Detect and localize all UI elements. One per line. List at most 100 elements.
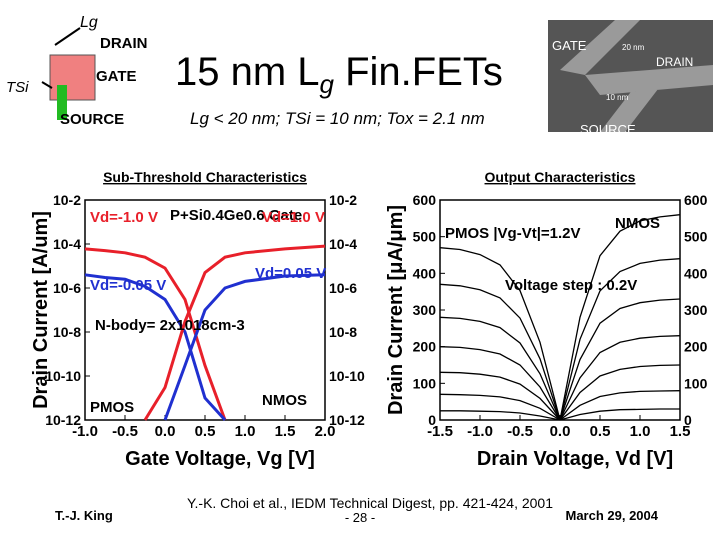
curve xyxy=(559,390,681,421)
lg-label: Lg xyxy=(80,14,98,31)
chart-title: Sub-Threshold Characteristics xyxy=(103,169,307,185)
annotation: Vd=1.0 V xyxy=(262,209,325,226)
y-tick-label: 10-10 xyxy=(45,368,81,384)
author: T.-J. King xyxy=(55,508,113,523)
curve xyxy=(559,258,681,421)
source-label: SOURCE xyxy=(60,111,124,128)
x-tick-label: -1.0 xyxy=(467,423,493,440)
y-tick-label: 600 xyxy=(413,192,437,208)
x-tick-label: -0.5 xyxy=(112,423,138,440)
sem-gate: GATE xyxy=(552,38,587,53)
y-tick-label-right: 10-8 xyxy=(329,324,357,340)
y-tick-label: 10-6 xyxy=(53,280,81,296)
y-tick-label: 100 xyxy=(413,375,437,391)
y-tick-label: 10-8 xyxy=(53,324,81,340)
sem-structure xyxy=(560,20,713,132)
curve xyxy=(439,393,561,421)
y-tick-label-right: 10-2 xyxy=(329,192,357,208)
slide-title: 15 nm Lg Fin.FETs xyxy=(175,50,503,99)
annotation: NMOS xyxy=(615,215,660,232)
sem-source: SOURCE xyxy=(580,122,636,137)
sem-10nm: 10 nm xyxy=(606,93,629,102)
x-tick-label: 2.0 xyxy=(315,423,336,440)
annotation: Vd=0.05 V xyxy=(255,265,326,282)
y-axis-label: Drain Current [A/um] xyxy=(30,211,52,409)
subtitle: Lg < 20 nm; TSi = 10 nm; Tox = 2.1 nm xyxy=(190,109,485,128)
y-tick-label: 300 xyxy=(413,302,437,318)
title-sub: g xyxy=(320,69,335,99)
x-axis-label: Drain Voltage, Vd [V] xyxy=(477,448,673,470)
y-tick-label: 400 xyxy=(413,265,437,281)
curve xyxy=(559,298,681,421)
curve xyxy=(84,247,227,421)
sem-image: GATE 20 nm DRAIN 10 nm SOURCE xyxy=(548,20,713,137)
curve xyxy=(163,273,326,421)
annotation: P+Si0.4Ge0.6 Gate xyxy=(170,207,302,224)
x-tick-label: 1.5 xyxy=(275,423,296,440)
arrow xyxy=(41,81,53,89)
y-tick-label: 200 xyxy=(413,339,437,355)
gate-label: GATE xyxy=(96,68,137,85)
x-tick-label: 1.0 xyxy=(235,423,256,440)
x-tick-label: 0.5 xyxy=(590,423,611,440)
curve xyxy=(439,346,561,421)
y-tick-label-right: 10-10 xyxy=(329,368,365,384)
curve xyxy=(559,335,681,421)
y-tick-label-right: 500 xyxy=(684,229,708,245)
y-tick-label-right: 10-4 xyxy=(329,236,357,252)
x-tick-label: 0.0 xyxy=(155,423,176,440)
y-tick-label: 10-2 xyxy=(53,192,81,208)
curve xyxy=(559,408,680,421)
y-tick-label: 500 xyxy=(413,229,437,245)
annotation: NMOS xyxy=(262,392,307,409)
date: March 29, 2004 xyxy=(565,508,658,523)
y-tick-label-right: 600 xyxy=(684,192,708,208)
sem-drain: DRAIN xyxy=(656,55,693,69)
page-number: - 28 - xyxy=(345,510,375,525)
fin-diagram: Lg DRAIN GATE TSi SOURCE xyxy=(6,14,148,128)
annotation: PMOS xyxy=(90,399,134,416)
curve xyxy=(143,244,326,421)
curve xyxy=(439,247,561,421)
curve xyxy=(559,364,681,421)
curve xyxy=(439,283,561,421)
y-tick-label-right: 400 xyxy=(684,265,708,281)
chart-title: Output Characteristics xyxy=(485,169,636,185)
x-tick-label: 1.0 xyxy=(630,423,651,440)
y-tick-label: 10-4 xyxy=(53,236,81,252)
curve xyxy=(440,410,561,421)
x-tick-label: 1.5 xyxy=(670,423,691,440)
citation: Y.-K. Choi et al., IEDM Technical Digest… xyxy=(187,495,553,511)
x-tick-label: 0.0 xyxy=(550,423,571,440)
tsi-label: TSi xyxy=(6,79,29,96)
x-tick-label: -0.5 xyxy=(507,423,533,440)
x-tick-label: 0.5 xyxy=(195,423,216,440)
fin xyxy=(57,85,67,120)
curve xyxy=(439,316,561,421)
y-tick-label-right: 10-6 xyxy=(329,280,357,296)
y-axis-label: Drain Current [μA/μm] xyxy=(385,205,407,415)
y-tick-label: 0 xyxy=(428,412,436,428)
curve xyxy=(84,273,227,422)
arrow xyxy=(54,27,81,46)
title-main: 15 nm L xyxy=(175,50,320,94)
y-tick-label: 10-12 xyxy=(45,412,81,428)
y-tick-label-right: 300 xyxy=(684,302,708,318)
curve xyxy=(559,214,681,421)
annotation: N-body= 2x1018cm-3 xyxy=(95,317,245,334)
annotation: Vd=-0.05 V xyxy=(90,277,166,294)
curve xyxy=(439,371,561,421)
drain-label: DRAIN xyxy=(100,35,148,52)
y-tick-label-right: 10-12 xyxy=(329,412,365,428)
title-rest: Fin.FETs xyxy=(334,50,503,94)
y-tick-label-right: 200 xyxy=(684,339,708,355)
y-tick-label-right: 100 xyxy=(684,375,708,391)
x-tick-label: -1.5 xyxy=(427,423,453,440)
x-tick-label: -1.0 xyxy=(72,423,98,440)
annotation: Vd=-1.0 V xyxy=(90,209,158,226)
gate-block xyxy=(49,54,96,101)
annotation: PMOS |Vg-Vt|=1.2V xyxy=(445,225,581,242)
sem-20nm: 20 nm xyxy=(622,43,645,52)
annotation: Voltage step : 0.2V xyxy=(505,277,637,294)
